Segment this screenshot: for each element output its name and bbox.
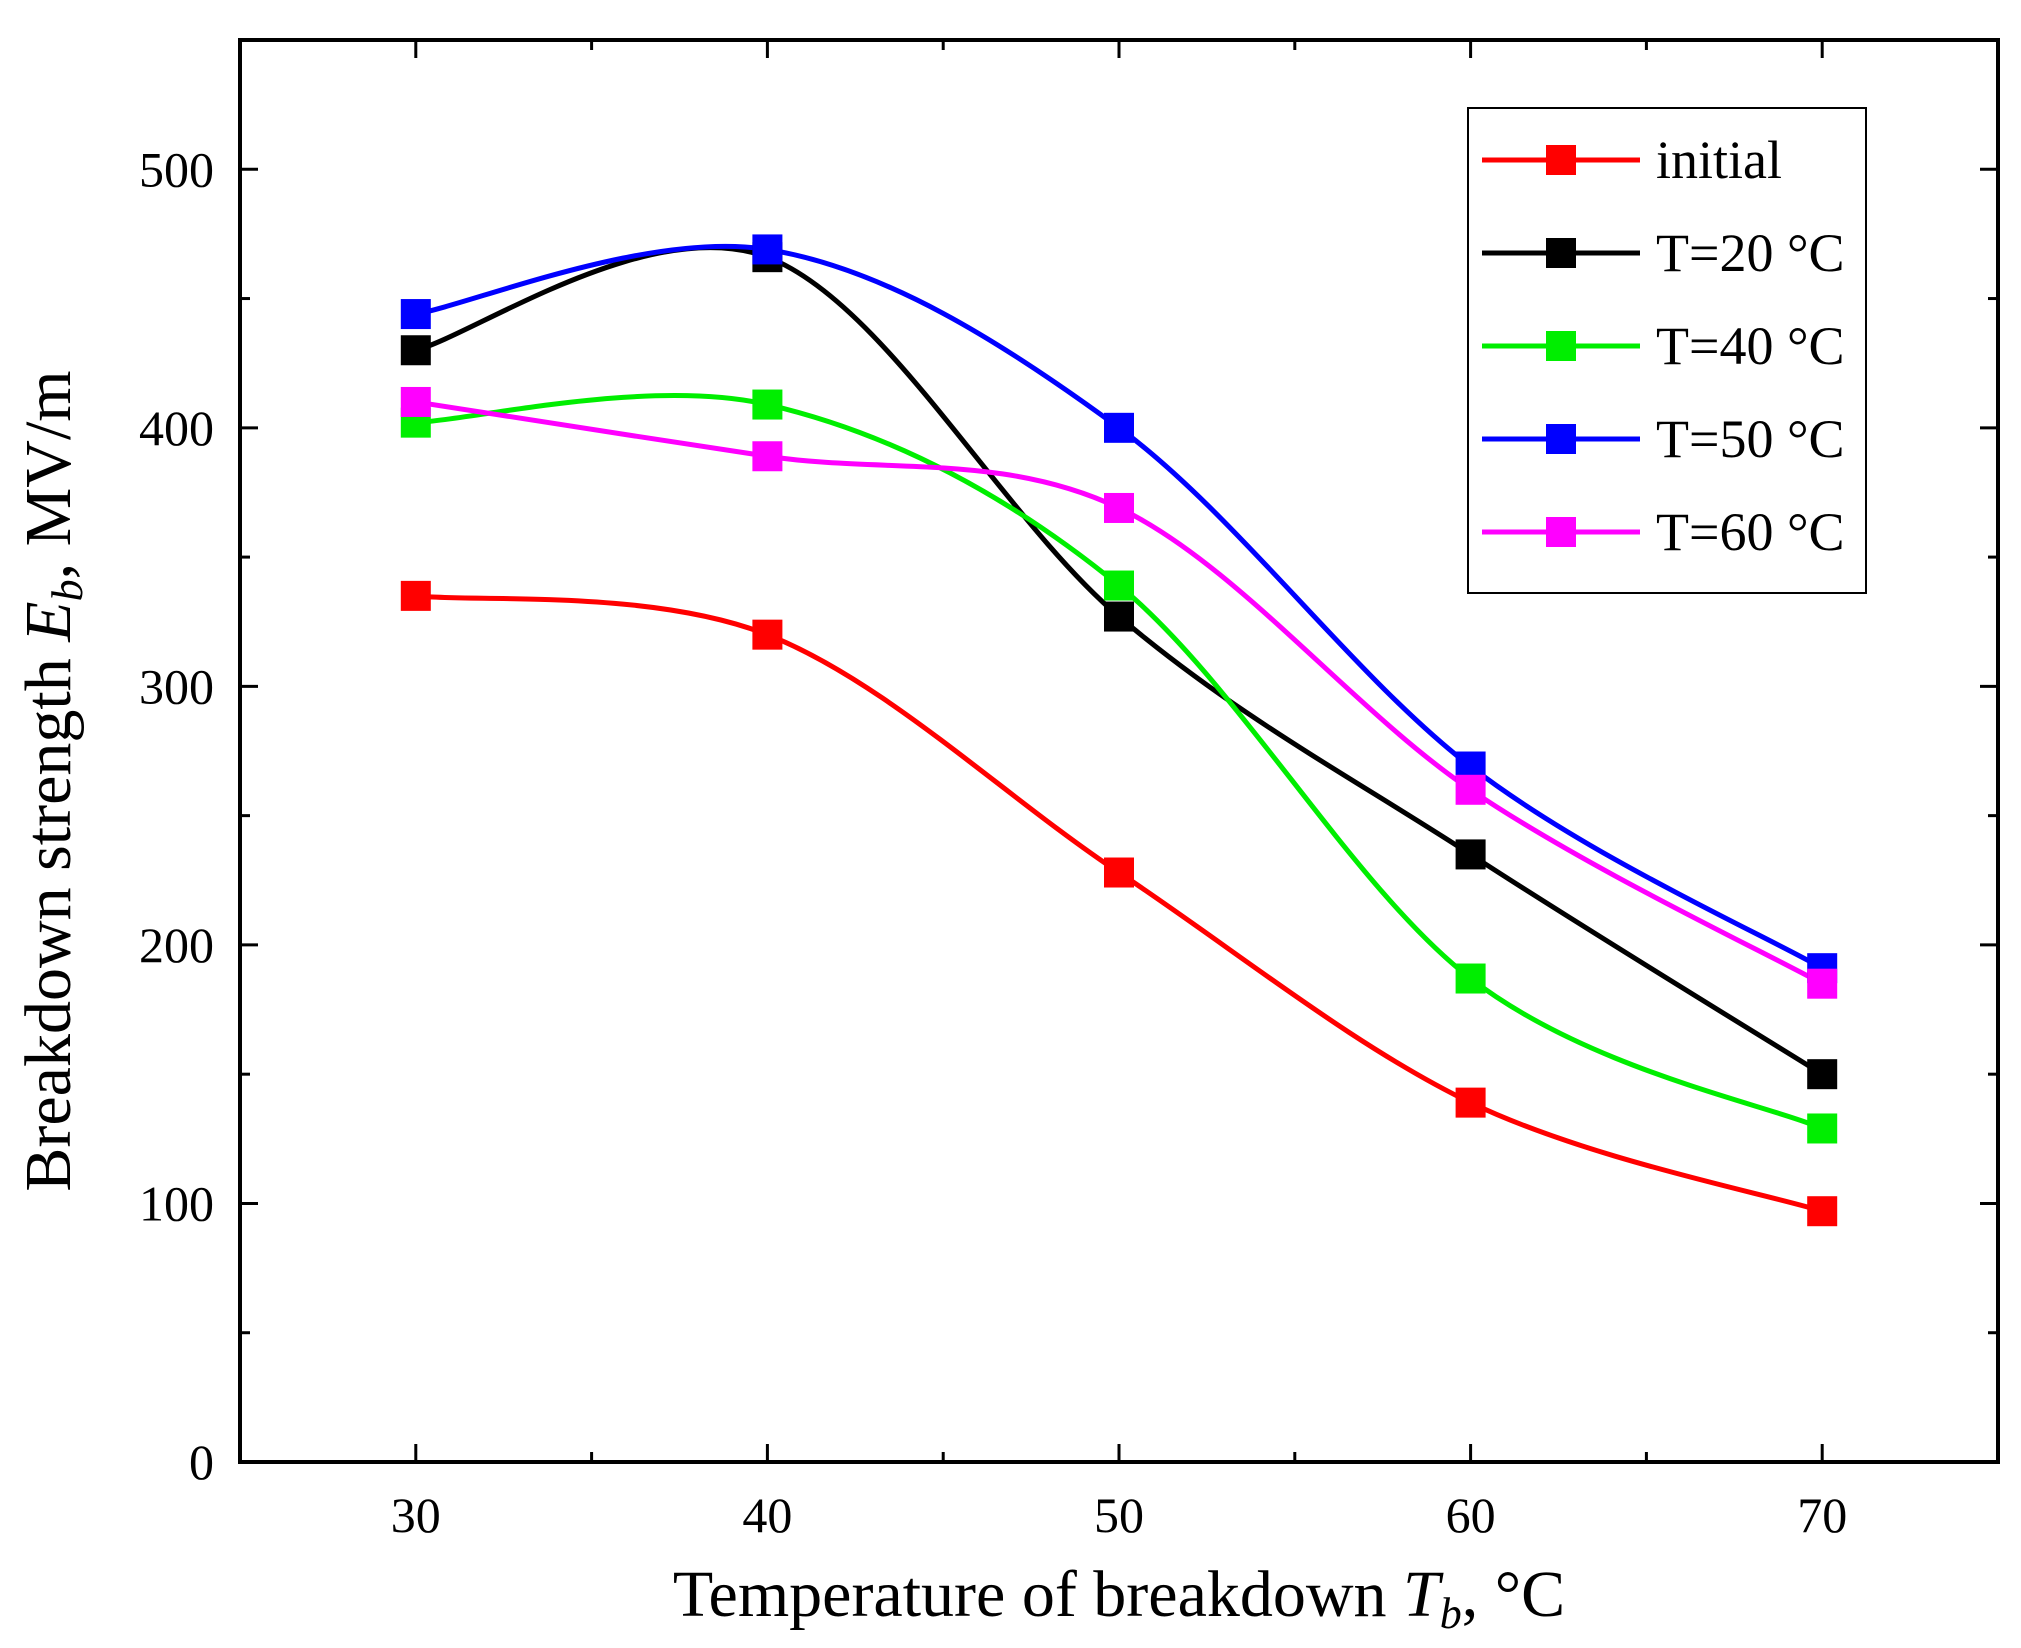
legend-swatch-marker [1546,424,1576,454]
y-tick-label: 300 [139,658,214,714]
x-tick-label: 60 [1446,1487,1496,1543]
data-point-marker [752,389,783,420]
y-tick-label: 200 [139,917,214,973]
legend-swatch-marker [1546,517,1576,547]
x-axis-title: Temperature of breakdown Tb, °C [673,1558,1565,1638]
data-point-marker [1455,1087,1486,1118]
x-tick-label: 30 [391,1487,441,1543]
series-curve-4 [415,399,1824,986]
y-axis-title: Breakdown strength Eb, MV/m [12,370,92,1191]
data-point-marker [1104,570,1134,601]
data-point-marker [400,299,431,330]
data-point-marker [1104,492,1134,523]
x-tick-label: 50 [1094,1487,1144,1543]
data-point-marker [752,234,783,265]
legend-box [1467,107,1867,594]
data-point-marker [1104,412,1134,443]
legend-swatch-marker [1546,238,1576,268]
x-tick-label: 40 [742,1487,792,1543]
legend: initial T=20 °C T=40 °C T=50 °C T=60 °C [1467,107,1867,594]
x-tick-label: 70 [1797,1487,1847,1543]
data-point-marker [752,619,783,650]
data-point-marker [752,441,783,472]
data-point-marker [1807,1113,1838,1144]
legend-swatch-marker [1546,145,1576,175]
legend-label: T=40 °C [1656,316,1845,376]
axis-ticks [238,38,2000,1464]
data-point-marker [1807,1059,1838,1090]
y-tick-label: 100 [139,1175,214,1231]
y-tick-label: 500 [139,141,214,197]
y-tick-label: 400 [139,400,214,456]
legend-label: T=60 °C [1656,502,1845,562]
legend-label: initial [1656,130,1782,190]
data-point-marker [400,335,431,366]
legend-label: T=20 °C [1656,223,1845,283]
data-markers [400,234,1838,1227]
legend-label: T=50 °C [1656,409,1845,469]
data-point-marker [1455,774,1486,805]
data-point-marker [1455,963,1486,994]
data-point-marker [400,580,431,611]
data-point-marker [1104,601,1134,632]
data-point-marker [1807,968,1838,999]
y-tick-label: 0 [189,1434,214,1490]
data-point-marker [400,386,431,417]
tick-labels: 30 40 50 60 70 0 100 200 300 400 500 [139,141,1847,1543]
legend-swatch-marker [1546,331,1576,361]
data-point-marker [1807,1196,1838,1227]
data-point-marker [1104,857,1134,888]
series-curve-0 [415,593,1823,1214]
data-point-marker [1455,839,1486,870]
